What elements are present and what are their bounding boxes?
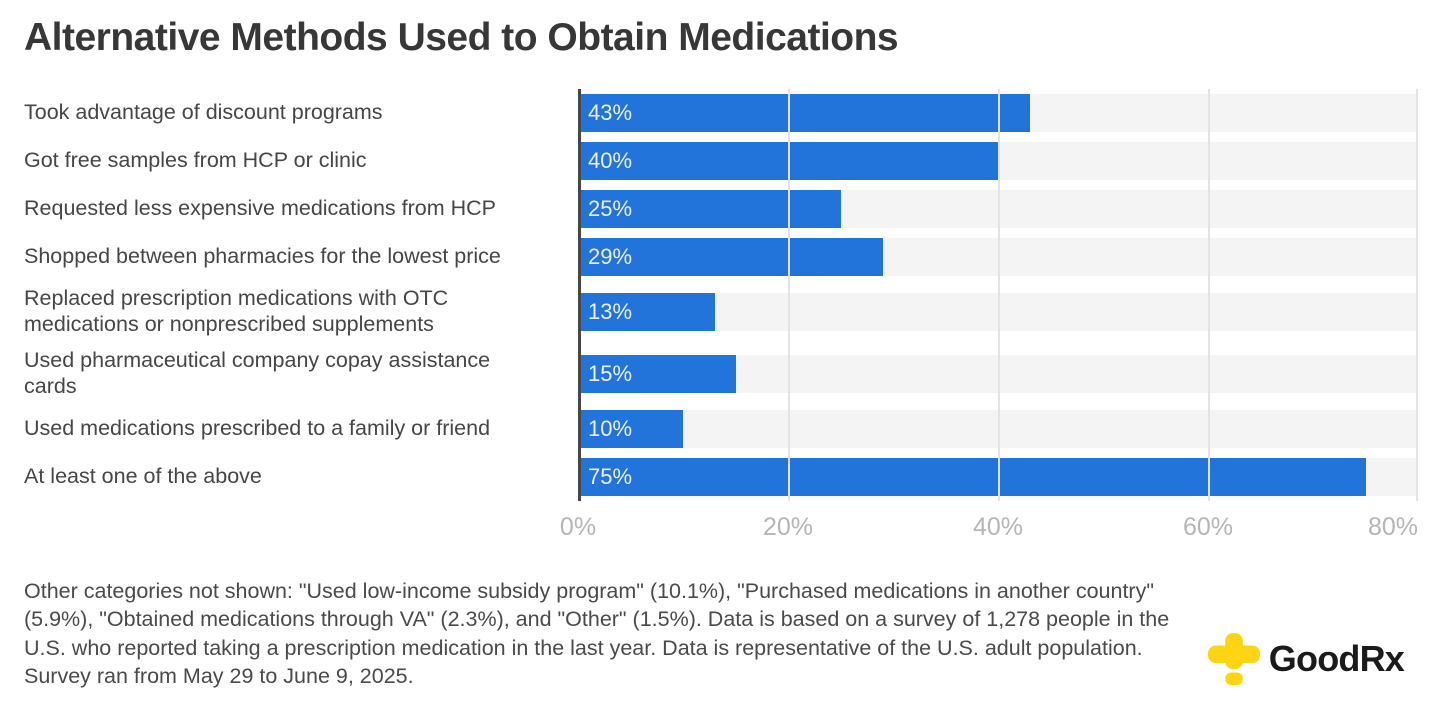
x-tick: 40%: [972, 512, 1024, 541]
bar: 29%: [578, 237, 883, 276]
category-label: Took advantage of discount programs: [24, 100, 383, 125]
plot-area: 43% 40% 25% 29% 13% 15% 10% 75%: [578, 88, 1418, 501]
bar-track: 25%: [578, 189, 1418, 228]
bar-track: 75%: [578, 457, 1418, 496]
category-label: Used medications prescribed to a family …: [24, 416, 491, 441]
goodrx-cross-icon: [1207, 633, 1260, 685]
bar-track: 15%: [578, 354, 1418, 393]
chart-title: Alternative Methods Used to Obtain Medic…: [24, 16, 899, 59]
bar: 75%: [578, 457, 1366, 496]
bar-value: 10%: [588, 415, 633, 441]
bar-track: 40%: [578, 141, 1418, 180]
goodrx-logo: GoodRx: [1207, 633, 1405, 685]
x-axis: 0% 20% 40% 60% 80%: [560, 505, 1418, 545]
bar-chart: Took advantage of discount programs Got …: [24, 88, 1418, 501]
bar-value: 29%: [588, 243, 633, 269]
bar-value: 40%: [588, 147, 633, 173]
category-label: Got free samples from HCP or clinic: [24, 148, 367, 173]
bar-track: 10%: [578, 409, 1418, 448]
bar: 25%: [578, 189, 841, 228]
category-label: Replaced prescription medications with O…: [24, 286, 449, 336]
bar: 10%: [578, 409, 683, 448]
x-tick: 0%: [559, 512, 597, 541]
category-label: Requested less expensive medications fro…: [24, 196, 497, 221]
bar: 43%: [578, 93, 1030, 132]
x-tick: 60%: [1182, 512, 1234, 541]
bar-track: 13%: [578, 292, 1418, 331]
category-labels-column: Took advantage of discount programs Got …: [24, 89, 578, 501]
bar-value: 43%: [588, 99, 633, 125]
bar: 40%: [578, 141, 998, 180]
bar-value: 13%: [588, 298, 633, 324]
bar-value: 15%: [588, 360, 633, 386]
category-label: Used pharmaceutical company copay assist…: [24, 348, 491, 398]
x-tick: 20%: [762, 512, 814, 541]
bar-value: 25%: [588, 195, 633, 221]
category-label: At least one of the above: [24, 464, 262, 489]
footnote: Other categories not shown: "Used low-in…: [24, 578, 1170, 688]
bar-track: 29%: [578, 237, 1418, 276]
bar-track: 43%: [578, 93, 1418, 132]
goodrx-wordmark: GoodRx: [1268, 638, 1405, 679]
bar: 15%: [578, 354, 736, 393]
x-tick: 80%: [1367, 512, 1418, 541]
category-label: Shopped between pharmacies for the lowes…: [24, 244, 501, 269]
bar-value: 75%: [588, 463, 633, 489]
bar: 13%: [578, 292, 715, 331]
